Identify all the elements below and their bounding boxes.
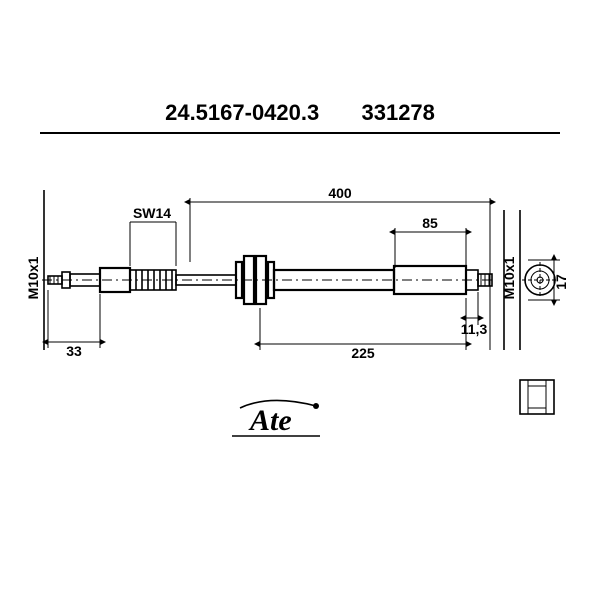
wrench-size-label: SW14 xyxy=(133,205,171,221)
part-code: 331278 xyxy=(361,100,434,125)
thread-right-label: M10x1 xyxy=(501,256,517,299)
thread-left-label: M10x1 xyxy=(25,256,41,299)
svg-text:Ate: Ate xyxy=(248,404,292,437)
technical-drawing-page: 24.5167-0420.3 331278 M10x1 SW14 400 xyxy=(0,0,600,600)
mid-right-label: 225 xyxy=(351,345,375,361)
collar-width-label: 11,3 xyxy=(461,321,488,337)
left-end-length-label: 33 xyxy=(66,343,82,359)
end-view xyxy=(522,262,558,298)
overall-length-label: 400 xyxy=(328,185,352,201)
diagram-svg: M10x1 SW14 400 85 xyxy=(20,150,580,480)
part-number: 24.5167-0420.3 xyxy=(165,100,319,125)
title-divider xyxy=(40,132,560,134)
right-fitting-label: 85 xyxy=(422,215,438,231)
title-bar: 24.5167-0420.3 331278 xyxy=(40,100,560,126)
ate-logo: Ate xyxy=(232,400,320,437)
aux-symbol xyxy=(520,380,554,414)
